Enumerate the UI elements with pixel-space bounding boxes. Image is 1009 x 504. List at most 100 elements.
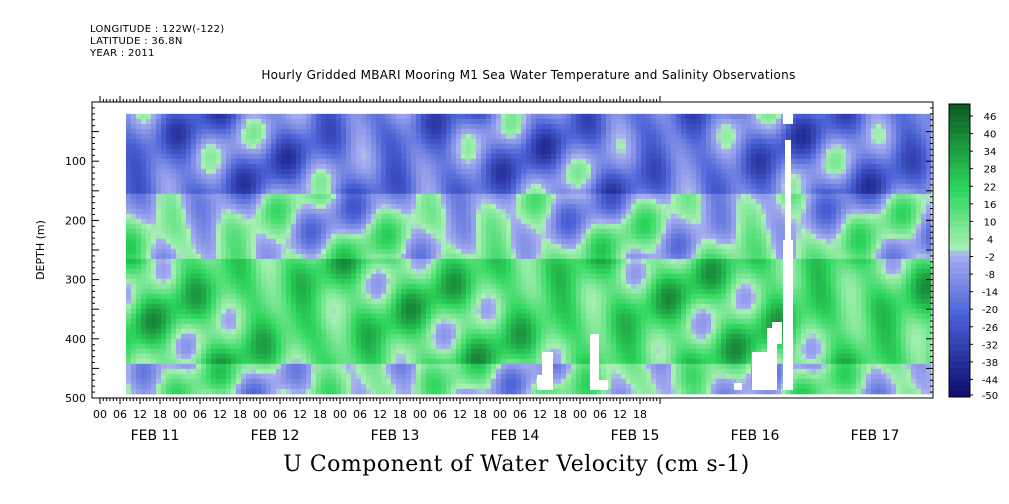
heatmap-cell bbox=[321, 243, 327, 250]
heatmap-cell bbox=[131, 238, 137, 245]
heatmap-cell bbox=[401, 248, 407, 255]
heatmap-cell bbox=[366, 358, 372, 365]
heatmap-cell bbox=[276, 233, 282, 240]
heatmap-cell bbox=[306, 243, 312, 250]
heatmap-cell bbox=[231, 363, 237, 370]
heatmap-cell bbox=[441, 338, 447, 345]
heatmap-cell bbox=[351, 188, 357, 195]
heatmap-cell bbox=[206, 238, 212, 245]
heatmap-cell bbox=[241, 133, 247, 140]
heatmap-cell bbox=[156, 203, 162, 210]
heatmap-cell bbox=[346, 298, 352, 305]
heatmap-cell bbox=[561, 173, 567, 180]
heatmap-cell bbox=[266, 168, 272, 175]
heatmap-cell bbox=[161, 308, 167, 315]
heatmap-cell bbox=[286, 183, 292, 190]
heatmap-cell bbox=[396, 358, 402, 365]
heatmap-cell bbox=[341, 148, 347, 155]
heatmap-cell bbox=[136, 253, 142, 260]
heatmap-cell bbox=[566, 353, 572, 360]
heatmap-cell bbox=[246, 228, 252, 235]
heatmap-cell bbox=[406, 293, 412, 300]
heatmap-cell bbox=[291, 338, 297, 345]
heatmap-cell bbox=[276, 303, 282, 310]
heatmap-cell bbox=[356, 148, 362, 155]
heatmap-cell bbox=[466, 383, 472, 390]
heatmap-cell bbox=[276, 293, 282, 300]
heatmap-cell bbox=[471, 308, 477, 315]
heatmap-cell bbox=[171, 368, 177, 375]
heatmap-cell bbox=[536, 368, 542, 375]
heatmap-cell bbox=[446, 303, 452, 310]
heatmap-cell bbox=[471, 383, 477, 390]
heatmap-cell bbox=[251, 218, 257, 225]
heatmap-cell bbox=[216, 148, 222, 155]
heatmap-cell bbox=[511, 118, 517, 125]
heatmap-cell bbox=[496, 153, 502, 160]
heatmap-cell bbox=[126, 318, 132, 325]
heatmap-cell bbox=[406, 118, 412, 125]
heatmap-cell bbox=[326, 188, 332, 195]
heatmap-cell bbox=[566, 173, 572, 180]
heatmap-cell bbox=[391, 333, 397, 340]
heatmap-cell bbox=[216, 228, 222, 235]
heatmap-cell bbox=[186, 358, 192, 365]
heatmap-cell bbox=[166, 293, 172, 300]
heatmap-cell bbox=[131, 278, 137, 285]
heatmap-cell bbox=[231, 383, 237, 390]
heatmap-cell bbox=[541, 208, 547, 215]
heatmap-cell bbox=[496, 198, 502, 205]
heatmap-cell bbox=[356, 188, 362, 195]
heatmap-cell bbox=[446, 128, 452, 135]
heatmap-cell bbox=[306, 248, 312, 255]
heatmap-cell bbox=[301, 368, 307, 375]
heatmap-cell bbox=[261, 338, 267, 345]
heatmap-cell bbox=[381, 153, 387, 160]
heatmap-cell bbox=[331, 378, 337, 385]
heatmap-cell bbox=[541, 188, 547, 195]
heatmap-cell bbox=[416, 328, 422, 335]
heatmap-cell bbox=[486, 238, 492, 245]
heatmap-cell bbox=[201, 153, 207, 160]
heatmap-cell bbox=[211, 213, 217, 220]
heatmap-cell bbox=[391, 378, 397, 385]
heatmap-cell bbox=[521, 328, 527, 335]
heatmap-cell bbox=[421, 283, 427, 290]
heatmap-cell bbox=[421, 208, 427, 215]
heatmap-cell bbox=[456, 168, 462, 175]
heatmap-cell bbox=[506, 258, 512, 265]
heatmap-cell bbox=[261, 353, 267, 360]
heatmap-cell bbox=[381, 308, 387, 315]
heatmap-cell bbox=[166, 378, 172, 385]
heatmap-cell bbox=[341, 283, 347, 290]
heatmap-cell bbox=[511, 218, 517, 225]
heatmap-cell bbox=[126, 213, 132, 220]
heatmap-cell bbox=[156, 353, 162, 360]
heatmap-cell bbox=[286, 303, 292, 310]
heatmap-cell bbox=[426, 248, 432, 255]
heatmap-cell bbox=[491, 193, 497, 200]
heatmap-cell bbox=[521, 193, 527, 200]
heatmap-cell bbox=[421, 168, 427, 175]
heatmap-cell bbox=[341, 303, 347, 310]
heatmap-cell bbox=[391, 203, 397, 210]
heatmap-cell bbox=[426, 368, 432, 375]
heatmap-cell bbox=[276, 318, 282, 325]
heatmap-cell bbox=[351, 168, 357, 175]
heatmap-cell bbox=[516, 208, 522, 215]
heatmap-cell bbox=[196, 123, 202, 130]
heatmap-cell bbox=[416, 363, 422, 370]
heatmap-cell bbox=[151, 368, 157, 375]
heatmap-cell bbox=[276, 148, 282, 155]
heatmap-cell bbox=[311, 153, 317, 160]
heatmap-cell bbox=[346, 133, 352, 140]
heatmap-cell bbox=[351, 253, 357, 260]
heatmap-cell bbox=[476, 338, 482, 345]
heatmap-cell bbox=[356, 248, 362, 255]
heatmap-cell bbox=[271, 298, 277, 305]
heatmap-cell bbox=[546, 233, 552, 240]
heatmap-cell bbox=[386, 228, 392, 235]
heatmap-cell bbox=[136, 123, 142, 130]
heatmap-cell bbox=[351, 193, 357, 200]
heatmap-cell bbox=[516, 158, 522, 165]
